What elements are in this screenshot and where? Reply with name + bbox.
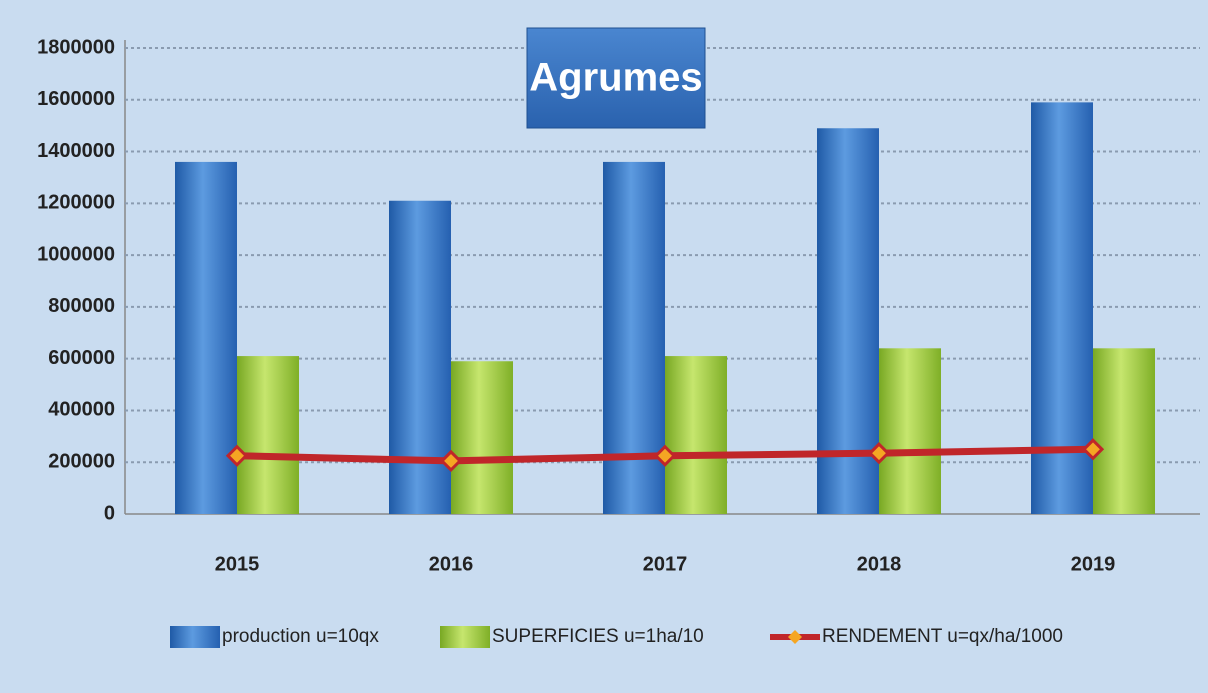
bar [817, 128, 879, 514]
bar [603, 161, 665, 514]
bar [1093, 348, 1155, 514]
legend-swatch [170, 626, 220, 648]
y-tick-label: 800000 [48, 295, 115, 317]
legend-label: RENDEMENT u=qx/ha/1000 [822, 626, 1063, 647]
y-tick-label: 400000 [48, 399, 115, 421]
title-box [526, 27, 706, 129]
legend-marker [788, 630, 802, 644]
point [439, 449, 463, 473]
y-tick-label: 1400000 [37, 140, 115, 162]
y-tick-label: 1000000 [37, 243, 115, 265]
point [225, 444, 249, 467]
bar [665, 356, 727, 514]
y-tick-label: 1800000 [37, 36, 115, 58]
y-tick-label: 0 [104, 502, 115, 524]
bar [1031, 102, 1093, 514]
y-tick-label: 1200000 [37, 192, 115, 214]
bar [175, 161, 237, 514]
point [1081, 438, 1105, 461]
y-tick-label: 200000 [48, 451, 115, 473]
bar [389, 200, 451, 514]
x-tick-label: 2018 [857, 553, 902, 575]
legend-label: SUPERFICIES u=1ha/10 [492, 626, 704, 647]
y-tick-label: 1600000 [37, 88, 115, 110]
chart-title: Agrumes [529, 56, 702, 100]
y-tick-label: 600000 [48, 347, 115, 369]
x-tick-label: 2019 [1071, 553, 1116, 575]
x-tick-label: 2016 [429, 553, 474, 575]
bar [879, 348, 941, 514]
bar [451, 361, 513, 514]
point [653, 444, 677, 467]
bar [237, 356, 299, 514]
x-tick-label: 2015 [215, 553, 260, 575]
x-tick-label: 2017 [643, 553, 688, 575]
legend-swatch [440, 626, 490, 648]
legend-label: production u=10qx [222, 626, 379, 647]
point [867, 442, 891, 465]
